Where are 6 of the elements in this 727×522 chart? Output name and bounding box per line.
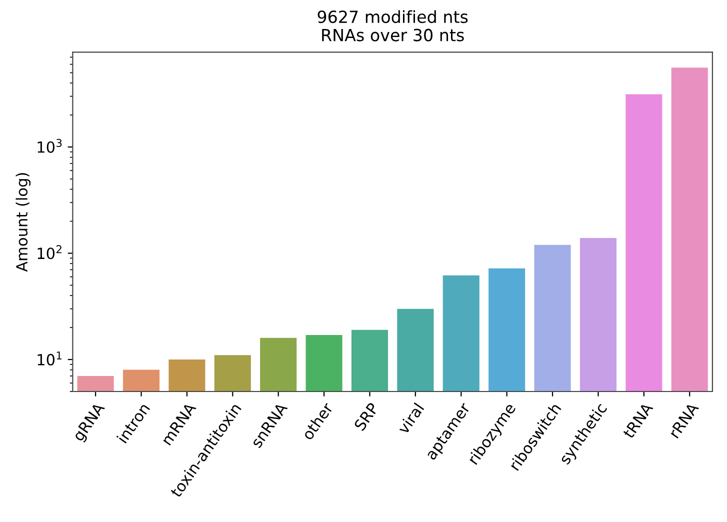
y-tick-label: 10$^{3}$ (38, 138, 62, 153)
chart-title: 9627 modified nts (318, 10, 468, 24)
chart-subtitle: RNAs over 30 nts (322, 28, 464, 42)
y-tick-label: 10$^{1}$ (38, 352, 62, 366)
y-axis-title: Amount (log) (16, 173, 31, 272)
y-tick-label: 10$^{2}$ (38, 245, 62, 260)
